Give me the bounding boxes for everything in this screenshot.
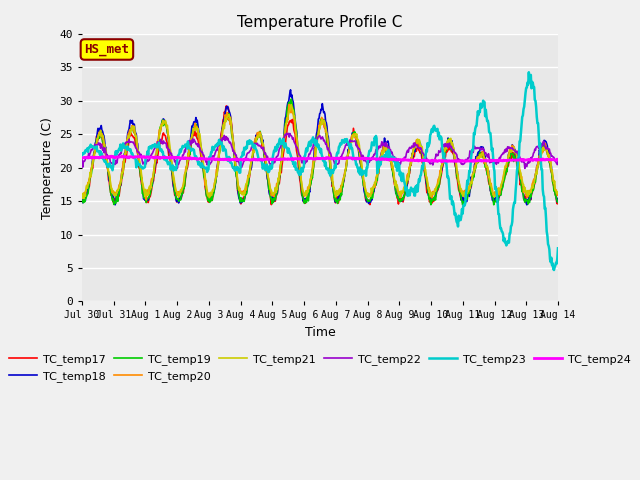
TC_temp23 <box>184 139 192 144</box>
TC_temp20 <box>136 159 143 165</box>
Line: TC_temp19: TC_temp19 <box>82 99 558 205</box>
Title: Temperature Profile C: Temperature Profile C <box>237 15 403 30</box>
TC_temp21 <box>79 195 86 201</box>
TC_temp21 <box>210 185 218 191</box>
TC_temp22 <box>78 157 86 163</box>
TC_temp20 <box>87 169 95 175</box>
Y-axis label: Temperature (C): Temperature (C) <box>41 117 54 218</box>
TC_temp19 <box>287 96 295 102</box>
Line: TC_temp22: TC_temp22 <box>82 133 558 168</box>
TC_temp22 <box>87 149 95 155</box>
TC_temp18 <box>287 87 294 93</box>
TC_temp19 <box>378 152 386 157</box>
TC_temp23 <box>554 245 562 251</box>
TC_temp18 <box>209 190 217 196</box>
TC_temp17 <box>184 162 192 168</box>
TC_temp23 <box>209 147 217 153</box>
TC_temp17 <box>87 173 95 179</box>
TC_temp18 <box>392 191 399 196</box>
TC_temp18 <box>136 164 143 169</box>
TC_temp23 <box>391 159 399 165</box>
TC_temp17 <box>268 202 275 207</box>
TC_temp24 <box>136 154 144 160</box>
TC_temp19 <box>392 189 399 194</box>
TC_temp24 <box>378 156 386 162</box>
TC_temp24 <box>392 157 399 163</box>
TC_temp20 <box>554 192 562 198</box>
TC_temp19 <box>87 173 95 179</box>
TC_temp21 <box>185 153 193 159</box>
TC_temp18 <box>78 200 86 205</box>
Line: TC_temp24: TC_temp24 <box>82 156 558 162</box>
TC_temp22 <box>521 166 529 171</box>
TC_temp21 <box>392 185 400 191</box>
TC_temp23 <box>87 142 95 147</box>
X-axis label: Time: Time <box>305 326 335 339</box>
TC_temp21 <box>88 168 95 174</box>
TC_temp22 <box>209 156 217 162</box>
Line: TC_temp21: TC_temp21 <box>82 105 558 198</box>
TC_temp19 <box>554 199 562 205</box>
TC_temp21 <box>379 152 387 158</box>
TC_temp17 <box>392 190 400 195</box>
TC_temp24 <box>87 155 95 160</box>
TC_temp22 <box>283 131 291 136</box>
TC_temp21 <box>136 163 144 168</box>
TC_temp18 <box>378 148 386 154</box>
TC_temp19 <box>136 165 143 171</box>
TC_temp17 <box>223 103 230 109</box>
TC_temp22 <box>554 159 562 165</box>
Line: TC_temp18: TC_temp18 <box>82 90 558 205</box>
TC_temp23 <box>78 152 86 158</box>
Line: TC_temp23: TC_temp23 <box>82 72 558 270</box>
TC_temp20 <box>285 102 293 108</box>
TC_temp24 <box>78 156 86 161</box>
TC_temp22 <box>184 142 192 148</box>
Text: HS_met: HS_met <box>84 43 129 56</box>
TC_temp18 <box>184 154 192 159</box>
TC_temp17 <box>379 151 387 157</box>
TC_temp21 <box>78 194 86 200</box>
TC_temp24 <box>108 153 115 159</box>
TC_temp17 <box>554 196 562 202</box>
TC_temp22 <box>378 139 386 144</box>
TC_temp23 <box>378 155 385 161</box>
TC_temp23 <box>550 267 558 273</box>
TC_temp24 <box>185 156 193 161</box>
TC_temp24 <box>554 156 562 162</box>
TC_temp24 <box>438 159 446 165</box>
TC_temp23 <box>525 70 532 75</box>
TC_temp20 <box>392 181 400 187</box>
TC_temp20 <box>78 191 86 197</box>
TC_temp20 <box>185 151 193 157</box>
TC_temp23 <box>136 161 143 167</box>
TC_temp21 <box>287 102 295 108</box>
Legend: TC_temp17, TC_temp18, TC_temp19, TC_temp20, TC_temp21, TC_temp22, TC_temp23, TC_: TC_temp17, TC_temp18, TC_temp19, TC_temp… <box>5 350 635 386</box>
TC_temp17 <box>136 166 143 172</box>
TC_temp22 <box>136 151 143 156</box>
Line: TC_temp17: TC_temp17 <box>82 106 558 204</box>
TC_temp17 <box>78 199 86 204</box>
TC_temp24 <box>210 156 218 162</box>
TC_temp19 <box>184 157 192 163</box>
TC_temp18 <box>87 172 95 178</box>
TC_temp20 <box>379 151 387 156</box>
TC_temp21 <box>554 189 562 194</box>
TC_temp22 <box>392 158 399 164</box>
TC_temp19 <box>459 202 467 208</box>
TC_temp20 <box>143 197 150 203</box>
TC_temp18 <box>554 196 562 202</box>
TC_temp19 <box>78 198 86 204</box>
TC_temp19 <box>209 193 217 199</box>
Line: TC_temp20: TC_temp20 <box>82 105 558 200</box>
TC_temp18 <box>523 202 531 208</box>
TC_temp20 <box>210 185 218 191</box>
TC_temp17 <box>209 189 217 195</box>
